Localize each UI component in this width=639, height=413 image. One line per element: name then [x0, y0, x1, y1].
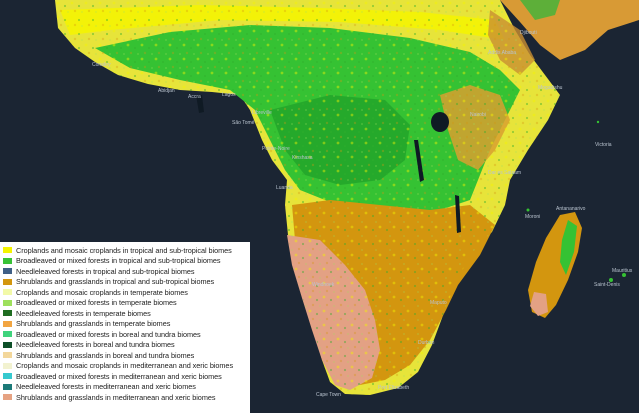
legend-item: Shrublands and grasslands in mediterrane…	[3, 392, 250, 403]
legend-swatch	[3, 362, 12, 369]
place-label-windhoek: Windhoek	[312, 282, 335, 288]
legend-item: Shrublands and grasslands in temperate b…	[3, 319, 250, 330]
legend-item: Croplands and mosaic croplands in medite…	[3, 361, 250, 372]
place-label-abidjan: Abidjan	[158, 88, 175, 94]
legend-swatch	[3, 394, 12, 401]
arabia-green	[520, 0, 560, 20]
place-label-sao-tome: São Tomé	[232, 120, 255, 126]
legend-label: Broadleaved or mixed forests in tropical…	[16, 256, 221, 266]
legend-item: Needleleaved forests in boreal and tundr…	[3, 340, 250, 351]
legend-label: Broadleaved or mixed forests in boreal a…	[16, 329, 201, 339]
legend-swatch	[3, 383, 12, 390]
legend-item: Croplands and mosaic croplands in tropic…	[3, 245, 250, 256]
place-label-addis-ababa: Addis Ababa	[488, 50, 517, 56]
madagascar-forest	[560, 220, 577, 275]
legend-item: Shrublands and grasslands in tropical an…	[3, 277, 250, 288]
legend-swatch	[3, 331, 12, 338]
place-label-moroni: Moroni	[525, 214, 541, 220]
place-label-nairobi: Nairobi	[470, 112, 486, 118]
place-label-libreville: Libreville	[252, 110, 272, 116]
place-label-mogadishu: Mogadishu	[538, 85, 563, 91]
legend-label: Needleleaved forests in boreal and tundr…	[16, 340, 175, 350]
place-label-luanda: Luanda	[276, 185, 293, 191]
legend-swatch	[3, 278, 12, 285]
legend-swatch	[3, 310, 12, 317]
lake-malawi	[455, 195, 461, 233]
place-label-kinshasa: Kinshasa	[292, 155, 313, 161]
legend-swatch	[3, 320, 12, 327]
legend-item: Croplands and mosaic croplands in temper…	[3, 287, 250, 298]
legend-item: Broadleaved or mixed forests in mediterr…	[3, 371, 250, 382]
legend-item: Shrublands and grasslands in boreal and …	[3, 350, 250, 361]
seychelles-island	[596, 120, 600, 124]
legend-label: Needleleaved forests in mediterranean an…	[16, 382, 196, 392]
legend-label: Broadleaved or mixed forests in mediterr…	[16, 371, 222, 381]
legend-swatch	[3, 352, 12, 359]
legend-label: Needleleaved forests in temperate biomes	[16, 308, 151, 318]
madagascar-south	[530, 292, 548, 316]
legend-item: Needleleaved forests in tropical and sub…	[3, 266, 250, 277]
mauritius-island	[622, 273, 626, 277]
place-label-saint-denis: Saint-Denis	[594, 282, 620, 288]
legend-swatch	[3, 373, 12, 380]
place-label-port-elizabeth: Port Elizabeth	[378, 385, 410, 391]
texture-overlay	[55, 0, 560, 395]
legend-label: Croplands and mosaic croplands in tropic…	[16, 245, 232, 255]
legend-swatch	[3, 299, 12, 306]
legend-item: Broadleaved or mixed forests in boreal a…	[3, 329, 250, 340]
legend-label: Broadleaved or mixed forests in temperat…	[16, 298, 177, 308]
legend-label: Shrublands and grasslands in boreal and …	[16, 350, 195, 360]
place-label-lagos: Lagos	[222, 92, 236, 98]
map-legend: Croplands and mosaic croplands in tropic…	[0, 242, 250, 413]
place-label-pointe-noire: Pointe-Noire	[262, 146, 290, 152]
legend-label: Shrublands and grasslands in temperate b…	[16, 319, 171, 329]
place-label-mauritius: Mauritius	[612, 268, 633, 274]
legend-label: Croplands and mosaic croplands in medite…	[16, 361, 234, 371]
place-label-durban: Durban	[418, 340, 435, 346]
place-label-djibouti: Djibouti	[520, 30, 537, 36]
legend-label: Shrublands and grasslands in tropical an…	[16, 277, 215, 287]
lake-volta	[196, 95, 204, 113]
legend-swatch	[3, 289, 12, 296]
legend-swatch	[3, 257, 12, 264]
legend-label: Croplands and mosaic croplands in temper…	[16, 287, 188, 297]
place-label-antananarivo: Antananarivo	[556, 206, 586, 212]
legend-swatch	[3, 247, 12, 254]
comoros-island	[526, 208, 530, 212]
legend-item: Broadleaved or mixed forests in tropical…	[3, 256, 250, 267]
legend-swatch	[3, 268, 12, 275]
place-label-maputo: Maputo	[430, 300, 447, 306]
legend-item: Needleleaved forests in mediterranean an…	[3, 382, 250, 393]
place-label-cape-town: Cape Town	[316, 392, 341, 398]
legend-item: Broadleaved or mixed forests in temperat…	[3, 298, 250, 309]
legend-swatch	[3, 341, 12, 348]
legend-label: Shrublands and grasslands in mediterrane…	[16, 392, 216, 402]
legend-label: Needleleaved forests in tropical and sub…	[16, 266, 195, 276]
legend-item: Needleleaved forests in temperate biomes	[3, 308, 250, 319]
place-label-dar-es-salaam: Dar es Salaam	[488, 170, 522, 176]
reunion-island	[609, 278, 613, 282]
place-label-accra: Accra	[188, 94, 201, 100]
place-label-conakry: Conakry	[92, 62, 111, 68]
lake-victoria	[431, 112, 449, 132]
place-label-victoria: Victoria	[595, 142, 612, 148]
lake-tanganyika	[414, 140, 424, 182]
